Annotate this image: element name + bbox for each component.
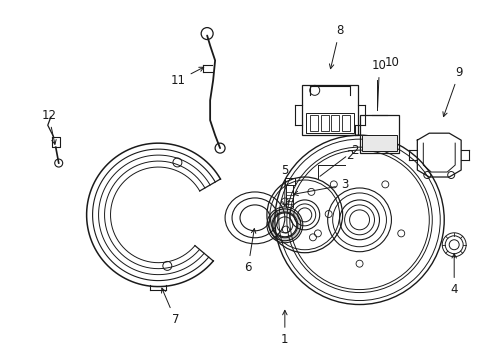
Text: 11: 11 — [170, 67, 203, 87]
Text: 5: 5 — [281, 163, 288, 206]
Text: 7: 7 — [161, 288, 179, 326]
Text: 2: 2 — [319, 144, 358, 176]
Text: 10: 10 — [384, 56, 399, 69]
FancyBboxPatch shape — [361, 135, 397, 151]
Text: 3: 3 — [293, 179, 347, 195]
Text: 9: 9 — [442, 66, 462, 117]
Text: 2: 2 — [345, 149, 353, 162]
Text: 12: 12 — [41, 109, 56, 144]
Text: 8: 8 — [329, 24, 343, 69]
Text: 1: 1 — [281, 310, 288, 346]
Text: 4: 4 — [449, 253, 457, 296]
Text: 6: 6 — [244, 229, 255, 274]
Text: 10: 10 — [371, 59, 386, 108]
